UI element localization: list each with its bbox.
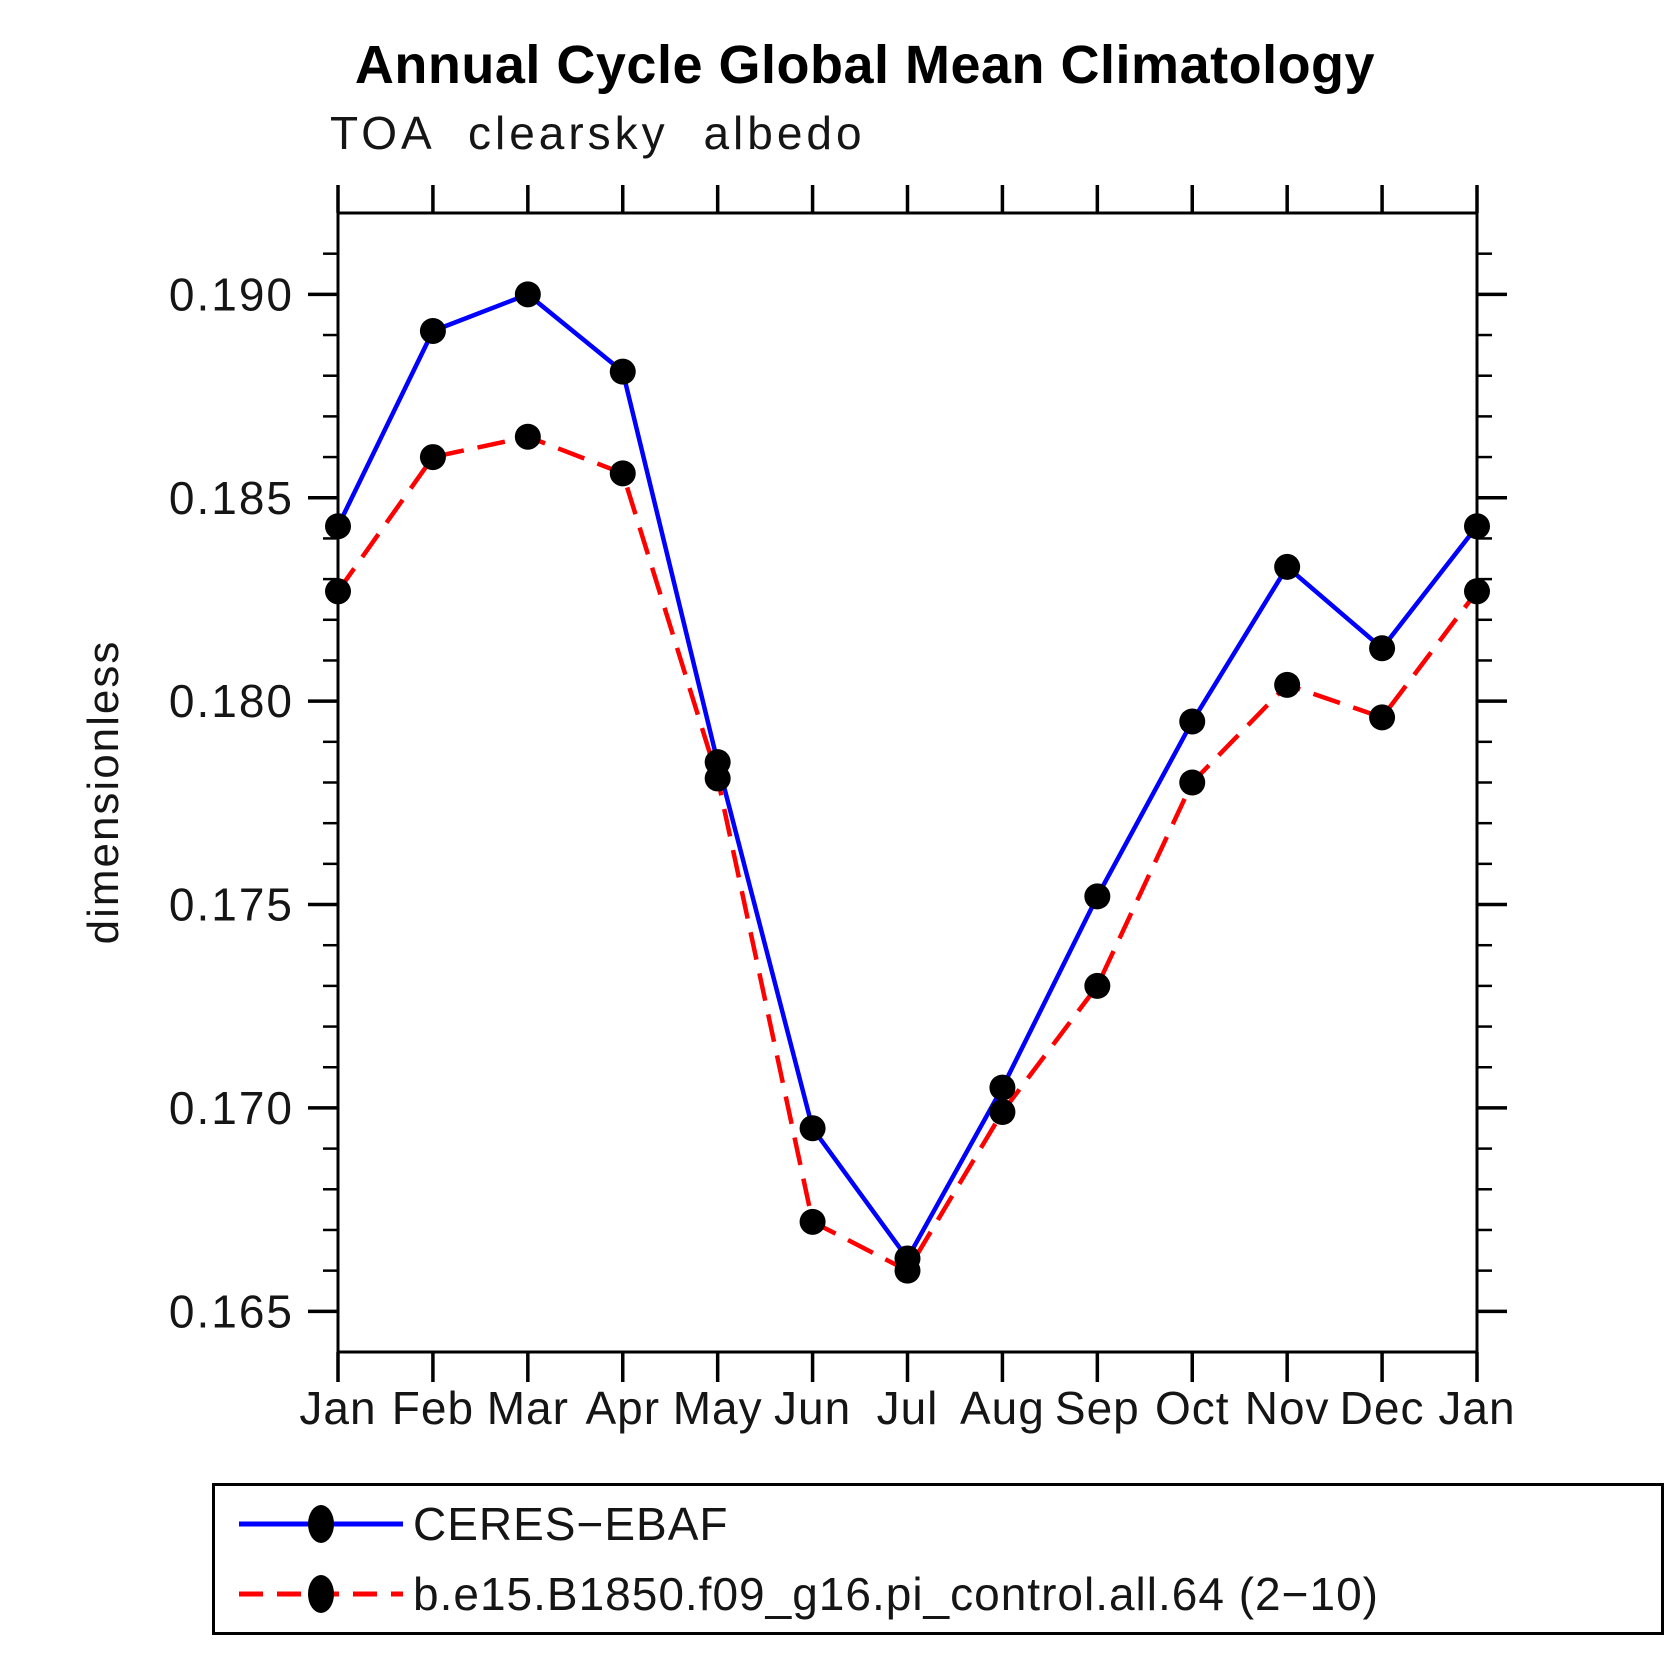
y-tick-label: 0.190: [169, 268, 294, 320]
y-tick-label: 0.185: [169, 472, 294, 524]
plot-frame: [336, 211, 1479, 1354]
data-point-marker: [1084, 972, 1111, 999]
legend-key-solid-blue: [239, 1505, 403, 1544]
data-point-marker: [1369, 635, 1396, 662]
x-tick-label: Nov: [1245, 1382, 1330, 1434]
series-line-ceres-ebaf: [335, 291, 1479, 1263]
x-tick-label: Jan: [1438, 1382, 1515, 1434]
legend-item-ceres-ebaf: CERES−EBAF: [237, 1493, 1661, 1555]
axis-ticks: [308, 185, 1507, 1382]
legend-box: CERES−EBAF b.e15.B1850.f09_g16.pi_contro…: [212, 1483, 1664, 1635]
legend-label-ceres-ebaf: CERES−EBAF: [413, 1498, 729, 1551]
data-point-marker: [799, 1115, 826, 1142]
legend-marker-dot: [308, 1505, 334, 1544]
x-tick-label: Oct: [1155, 1382, 1230, 1434]
y-tick-label: 0.180: [169, 675, 294, 727]
legend-key-dashed-red: [239, 1574, 403, 1613]
data-point-marker: [894, 1257, 921, 1284]
data-point-marker: [609, 358, 636, 385]
x-tick-label: Apr: [585, 1382, 660, 1434]
data-point-marker: [704, 765, 731, 792]
x-tick-label: Jun: [774, 1382, 851, 1434]
data-point-marker: [1179, 769, 1206, 796]
data-point-marker: [989, 1074, 1016, 1101]
x-tick-label: Mar: [487, 1382, 569, 1434]
x-tick-label: Sep: [1055, 1382, 1140, 1434]
y-tick-label: 0.175: [169, 879, 294, 931]
data-point-marker: [325, 513, 351, 540]
legend-item-model-run: b.e15.B1850.f09_g16.pi_control.all.64 (2…: [237, 1563, 1661, 1625]
data-point-marker: [1179, 708, 1206, 735]
data-point-marker: [1464, 578, 1490, 605]
data-point-marker: [609, 460, 636, 487]
data-point-marker: [514, 423, 541, 450]
data-point-marker: [1369, 704, 1396, 731]
series-line-model-run: [336, 434, 1479, 1274]
x-tick-label: May: [673, 1382, 763, 1434]
legend-label-model-run: b.e15.B1850.f09_g16.pi_control.all.64 (2…: [413, 1567, 1379, 1620]
data-point-marker: [419, 444, 446, 471]
x-tick-label: Jan: [299, 1382, 376, 1434]
data-point-marker: [1084, 883, 1111, 910]
data-point-marker: [325, 578, 351, 605]
data-point-marker: [1464, 513, 1490, 540]
x-tick-label: Aug: [960, 1382, 1045, 1434]
legend-marker-dot: [308, 1574, 334, 1613]
data-point-marker: [1274, 553, 1301, 580]
data-point-marker: [514, 281, 541, 308]
chart-title: Annual Cycle Global Mean Climatology: [354, 35, 1376, 95]
x-tick-label: Feb: [392, 1382, 474, 1434]
y-tick-label: 0.165: [169, 1285, 294, 1337]
data-point-marker: [419, 317, 446, 344]
data-point-marker: [799, 1208, 826, 1235]
y-tick-label: 0.170: [169, 1082, 294, 1134]
data-point-marker: [989, 1098, 1016, 1125]
chart-subtitle: TOA clearsky albedo: [330, 107, 866, 159]
data-point-marker: [1274, 671, 1301, 698]
x-tick-label: Dec: [1340, 1382, 1425, 1434]
x-tick-label: Jul: [877, 1382, 939, 1434]
